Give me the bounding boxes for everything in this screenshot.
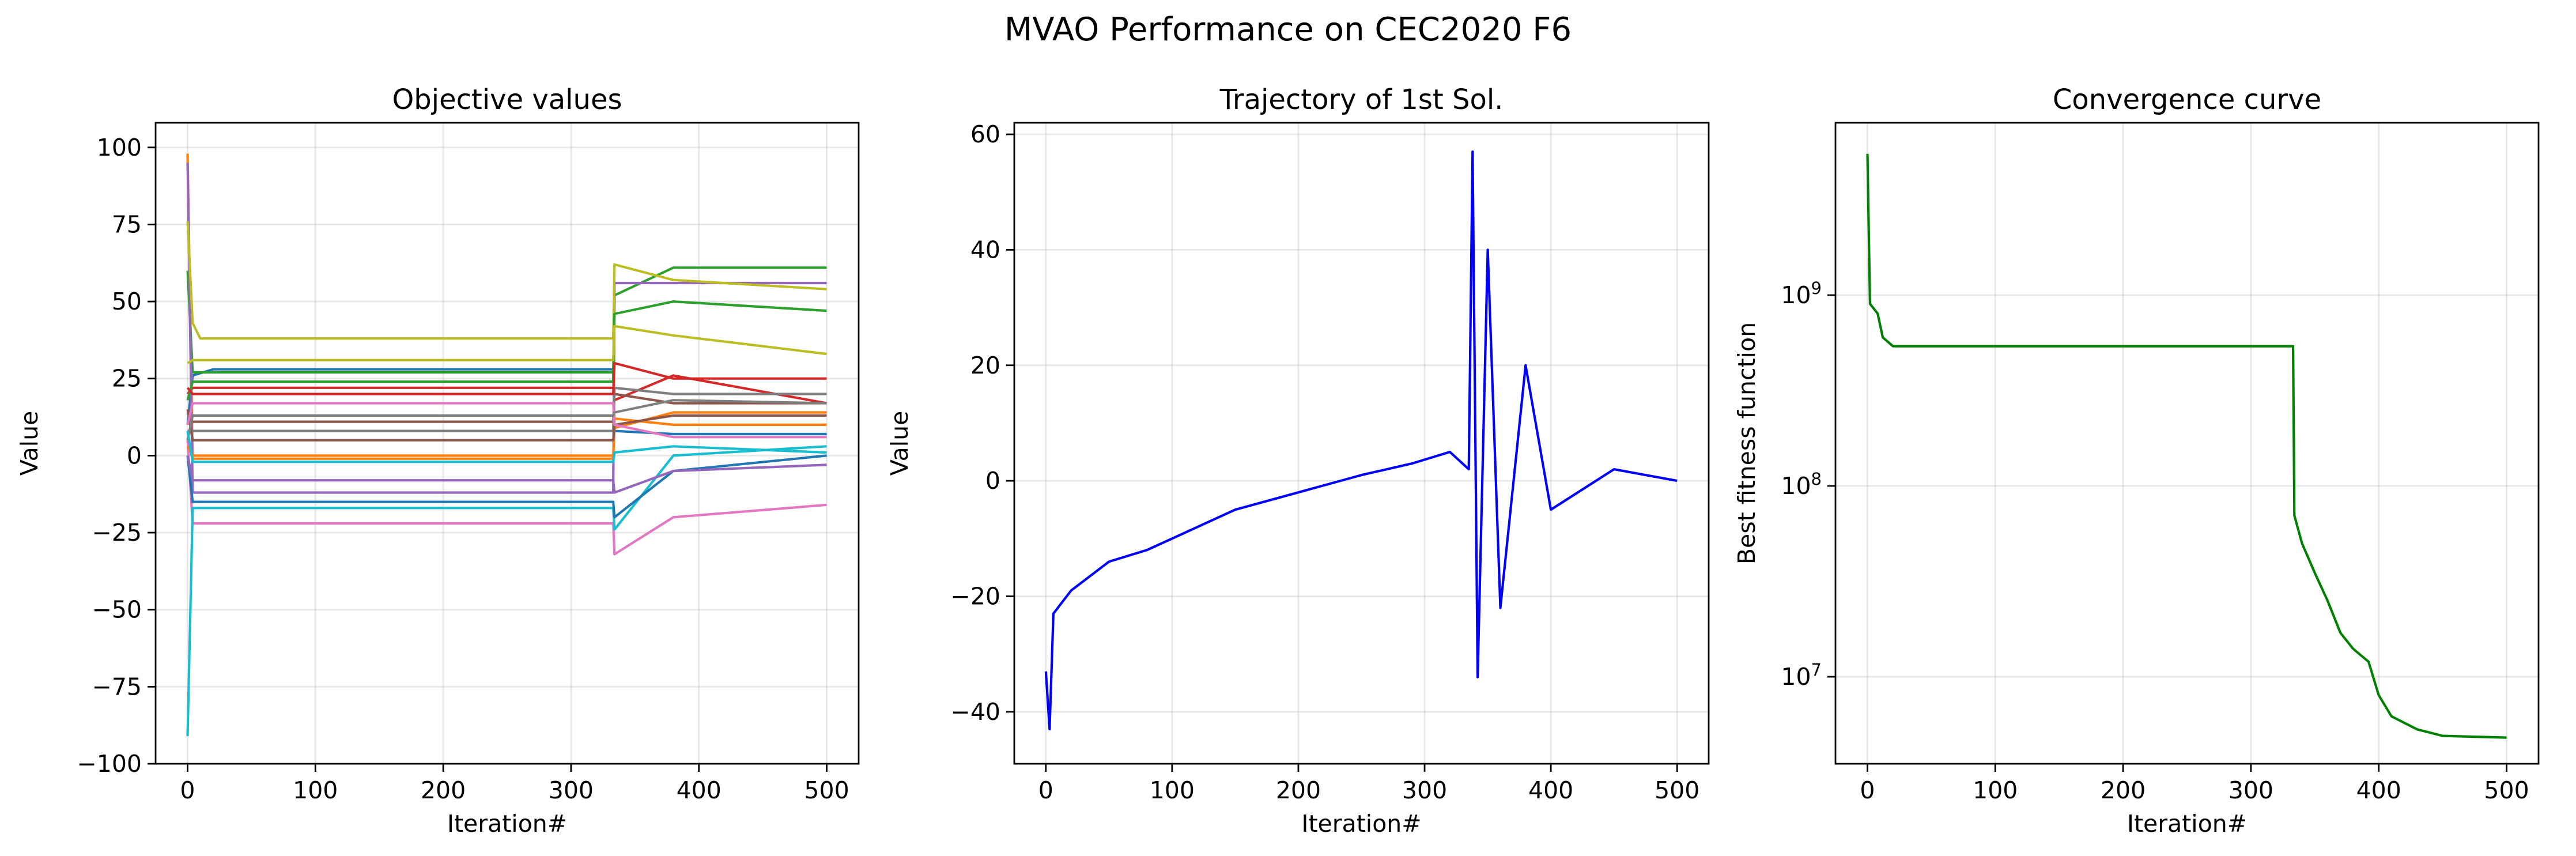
- x-tick-label: 300: [2228, 776, 2273, 804]
- y-tick-label: −20: [950, 582, 1000, 610]
- y-tick-label: 20: [970, 352, 1000, 379]
- figure-title: MVAO Performance on CEC2020 F6: [1004, 11, 1572, 48]
- x-tick-label: 0: [1860, 776, 1875, 804]
- x-axis-label: Iteration#: [1301, 810, 1421, 838]
- x-tick-label: 400: [1528, 776, 1573, 804]
- y-axis-label: Best fitness function: [1733, 322, 1761, 564]
- y-tick-label: 100: [97, 134, 142, 161]
- y-tick-label: 108: [1781, 469, 1822, 500]
- series-line-19: [187, 325, 827, 364]
- x-tick-label: 400: [2356, 776, 2401, 804]
- subplot-title: Convergence curve: [2053, 84, 2321, 116]
- series-group: [186, 153, 827, 736]
- subplot-title: Trajectory of 1st Sol.: [1219, 84, 1504, 116]
- x-tick-label: 0: [180, 776, 195, 804]
- x-tick-label: 100: [1150, 776, 1195, 804]
- series-line-20: [186, 431, 827, 463]
- y-tick-label: 50: [112, 288, 142, 315]
- x-tick-label: 100: [1973, 776, 2018, 804]
- y-tick-label: 75: [112, 210, 142, 238]
- y-tick-label: −100: [77, 750, 142, 778]
- series-line-14: [186, 361, 827, 395]
- x-tick-label: 500: [804, 776, 849, 804]
- series-line-1: [1044, 150, 1678, 730]
- x-tick-label: 500: [2484, 776, 2529, 804]
- subplot-1: 0 100 200 300 400 500 −100 −75 −50 −25 0 25 50 75 100 O…: [16, 84, 860, 838]
- y-tick-label: −75: [92, 673, 142, 700]
- y-tick-label: 0: [985, 467, 1000, 495]
- x-tick-label: 200: [1276, 776, 1321, 804]
- series-line-17: [186, 402, 827, 439]
- y-tick-label: 40: [970, 236, 1000, 263]
- axes-frame: [154, 122, 860, 765]
- x-tick-label: 300: [549, 776, 594, 804]
- y-axis-label: Value: [16, 411, 43, 476]
- y-tick-label: 0: [127, 442, 142, 469]
- y-tick-label: −50: [92, 596, 142, 624]
- series-line-1: [1866, 153, 2507, 739]
- x-tick-label: 400: [677, 776, 722, 804]
- subplot-2: 0 100 200 300 400 500 −40 −20 0 20 40 60 Trajectory …: [886, 84, 1710, 838]
- y-tick-label: 60: [970, 120, 1000, 148]
- axes-frame: [1013, 122, 1710, 765]
- subplot-title: Objective values: [392, 84, 622, 116]
- y-tick-label: 109: [1781, 278, 1822, 309]
- axes-frame: [1834, 122, 2540, 765]
- x-axis-label: Iteration#: [2127, 810, 2247, 838]
- subplot-3: 0 100 200 300 400 500 107 108 109 Convergence cur…: [1733, 84, 2540, 838]
- x-tick-label: 300: [1402, 776, 1447, 804]
- x-tick-label: 200: [2101, 776, 2146, 804]
- x-tick-label: 0: [1038, 776, 1053, 804]
- y-axis-label: Value: [886, 411, 913, 476]
- y-tick-label: −40: [950, 698, 1000, 726]
- series-line-18: [186, 399, 827, 441]
- y-tick-label: −25: [92, 519, 142, 546]
- x-tick-label: 100: [293, 776, 338, 804]
- series-group: [1044, 150, 1678, 730]
- x-axis-label: Iteration#: [447, 810, 567, 838]
- y-tick-label: 107: [1781, 660, 1822, 691]
- subplots: 0 100 200 300 400 500−100−75−50−250255075100O…: [16, 84, 2540, 838]
- series-group: [1866, 153, 2507, 739]
- series-line-15: [186, 455, 827, 494]
- x-tick-label: 200: [421, 776, 466, 804]
- y-tick-label: 25: [112, 365, 142, 393]
- x-tick-label: 500: [1655, 776, 1699, 804]
- series-line-16: [186, 409, 827, 442]
